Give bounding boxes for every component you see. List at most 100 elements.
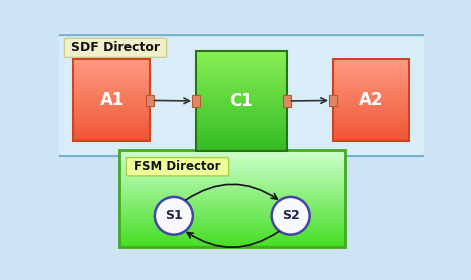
Bar bbox=[119, 178, 345, 179]
Bar bbox=[196, 121, 287, 123]
Bar bbox=[196, 101, 287, 103]
Bar bbox=[73, 68, 150, 69]
Bar bbox=[119, 220, 345, 221]
Bar bbox=[333, 136, 409, 137]
Bar bbox=[196, 129, 287, 131]
Bar bbox=[196, 53, 287, 54]
Bar bbox=[196, 114, 287, 116]
Bar bbox=[196, 56, 287, 57]
Bar bbox=[119, 242, 345, 244]
Bar bbox=[119, 163, 345, 165]
Bar bbox=[196, 104, 287, 106]
Bar bbox=[119, 150, 345, 247]
Bar bbox=[119, 223, 345, 224]
Bar bbox=[119, 239, 345, 241]
Bar bbox=[333, 109, 409, 110]
Bar bbox=[73, 81, 150, 83]
Bar bbox=[119, 192, 345, 194]
Bar bbox=[73, 61, 150, 62]
Bar bbox=[73, 129, 150, 130]
Bar bbox=[333, 99, 409, 101]
Bar bbox=[119, 197, 345, 199]
Bar bbox=[333, 128, 409, 129]
Bar bbox=[196, 54, 287, 56]
Bar bbox=[73, 85, 150, 87]
Bar bbox=[196, 133, 287, 134]
Bar bbox=[333, 133, 409, 135]
Bar bbox=[333, 135, 409, 136]
Bar bbox=[196, 146, 287, 148]
Bar bbox=[333, 66, 409, 68]
Bar bbox=[119, 199, 345, 200]
Bar bbox=[73, 64, 150, 65]
Bar bbox=[333, 111, 409, 113]
Bar bbox=[73, 132, 150, 133]
Bar bbox=[333, 72, 409, 73]
Bar bbox=[196, 71, 287, 73]
Bar bbox=[119, 169, 345, 171]
Bar bbox=[73, 103, 150, 104]
Bar bbox=[73, 70, 150, 72]
Bar bbox=[73, 109, 150, 110]
Bar bbox=[333, 80, 409, 81]
Bar bbox=[119, 155, 345, 157]
Bar bbox=[333, 120, 409, 121]
Bar bbox=[333, 115, 409, 117]
Bar bbox=[196, 113, 287, 114]
Bar bbox=[196, 136, 287, 138]
Bar bbox=[196, 51, 287, 53]
Bar bbox=[119, 237, 345, 239]
Bar bbox=[333, 87, 409, 88]
Bar bbox=[196, 116, 287, 118]
Bar bbox=[196, 118, 287, 119]
Bar bbox=[196, 89, 287, 91]
Bar bbox=[73, 77, 150, 79]
Bar bbox=[119, 184, 345, 186]
Bar bbox=[119, 205, 345, 207]
Bar bbox=[196, 103, 287, 104]
Bar bbox=[119, 158, 345, 160]
Bar bbox=[73, 124, 150, 125]
Bar bbox=[119, 174, 345, 176]
Bar bbox=[333, 125, 409, 126]
Bar bbox=[73, 69, 150, 70]
Bar bbox=[333, 101, 409, 102]
Bar bbox=[192, 95, 200, 107]
Bar bbox=[333, 91, 409, 92]
Bar bbox=[333, 107, 409, 109]
Bar bbox=[73, 128, 150, 129]
Bar bbox=[196, 96, 287, 98]
Bar bbox=[73, 136, 150, 137]
Bar bbox=[333, 77, 409, 79]
Bar bbox=[146, 95, 154, 106]
Bar bbox=[333, 130, 409, 132]
Bar bbox=[73, 130, 150, 132]
Bar bbox=[73, 107, 150, 109]
Bar bbox=[196, 126, 287, 128]
Bar bbox=[333, 68, 409, 69]
Bar bbox=[196, 81, 287, 83]
Bar bbox=[196, 143, 287, 144]
Bar bbox=[333, 140, 409, 141]
Bar bbox=[119, 228, 345, 229]
Bar bbox=[196, 131, 287, 133]
Bar bbox=[73, 111, 150, 113]
Bar bbox=[119, 200, 345, 202]
Bar bbox=[333, 65, 409, 66]
Bar bbox=[73, 96, 150, 98]
Bar bbox=[196, 73, 287, 74]
Bar bbox=[73, 73, 150, 74]
Bar bbox=[73, 88, 150, 90]
Bar bbox=[73, 139, 150, 140]
Bar bbox=[119, 208, 345, 210]
Bar bbox=[119, 213, 345, 215]
Bar bbox=[73, 133, 150, 135]
Bar bbox=[119, 234, 345, 236]
Bar bbox=[119, 216, 345, 218]
Bar bbox=[333, 76, 409, 77]
Bar bbox=[119, 186, 345, 187]
Bar bbox=[119, 224, 345, 226]
Bar bbox=[333, 139, 409, 140]
Bar bbox=[333, 132, 409, 133]
Ellipse shape bbox=[155, 197, 193, 235]
